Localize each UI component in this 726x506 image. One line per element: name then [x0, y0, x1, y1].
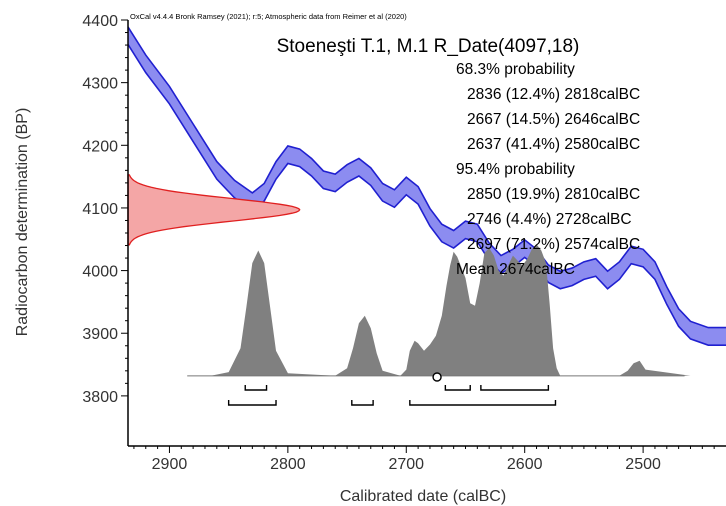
y-tick-label: 3900 [82, 326, 118, 343]
summary-line: Mean 2674calBC [456, 261, 575, 278]
calibration-curve-layer [127, 26, 726, 346]
range-bars-layer [227, 372, 557, 406]
x-tick-label: 2800 [270, 456, 306, 473]
range-bracket-95 [351, 400, 374, 406]
range-bracket-68 [244, 385, 268, 391]
calibration-curve-lower [127, 44, 726, 346]
mean-marker [432, 372, 442, 382]
calibration-curve-upper [127, 26, 726, 329]
header-credit: OxCal v4.4.4 Bronk Ramsey (2021); r:5; A… [130, 12, 407, 21]
range-bracket-95 [409, 400, 557, 406]
summary-line: 95.4% probability [456, 161, 575, 178]
axes-layer: 3800 3900 4000 4100 4200 4300 4400 2900 2800 2700… [82, 13, 726, 473]
x-tick-label: 2600 [507, 456, 543, 473]
y-tick-label: 3800 [82, 389, 118, 406]
summary-line: 2746 (4.4%) 2728calBC [467, 211, 632, 228]
x-tick-label: 2900 [152, 456, 188, 473]
posterior-layer [187, 244, 691, 377]
chart-title: Stoeneşti T.1, M.1 R_Date(4097,18) [277, 36, 580, 57]
summary-line: 2667 (14.5%) 2646calBC [467, 111, 640, 128]
likelihood-layer [127, 174, 301, 246]
likelihood-distribution [127, 174, 301, 246]
y-tick-label: 4200 [82, 138, 118, 155]
y-axis-label: Radiocarbon determination (BP) [14, 108, 31, 337]
range-bracket-68 [480, 385, 550, 391]
x-tick-label: 2700 [388, 456, 424, 473]
y-tick-label: 4400 [82, 13, 118, 30]
y-tick-label: 4100 [82, 201, 118, 218]
y-tick-label: 4000 [82, 264, 118, 281]
summary-line: 2836 (12.4%) 2818calBC [467, 86, 640, 103]
range-bracket-95 [227, 400, 277, 406]
summary-line: 2637 (41.4%) 2580calBC [467, 136, 640, 153]
posterior-distribution [210, 244, 691, 376]
summary-line: 2850 (19.9%) 2810calBC [467, 186, 640, 203]
summary-line: 2697 (71.2%) 2574calBC [467, 236, 640, 253]
x-tick-label: 2500 [625, 456, 661, 473]
summary-line: 68.3% probability [456, 61, 575, 78]
range-bracket-68 [444, 385, 471, 391]
y-tick-label: 4300 [82, 76, 118, 93]
x-axis-label: Calibrated date (calBC) [340, 488, 506, 505]
summary-text-block: 68.3% probability 2836 (12.4%) 2818calBC… [456, 61, 640, 278]
